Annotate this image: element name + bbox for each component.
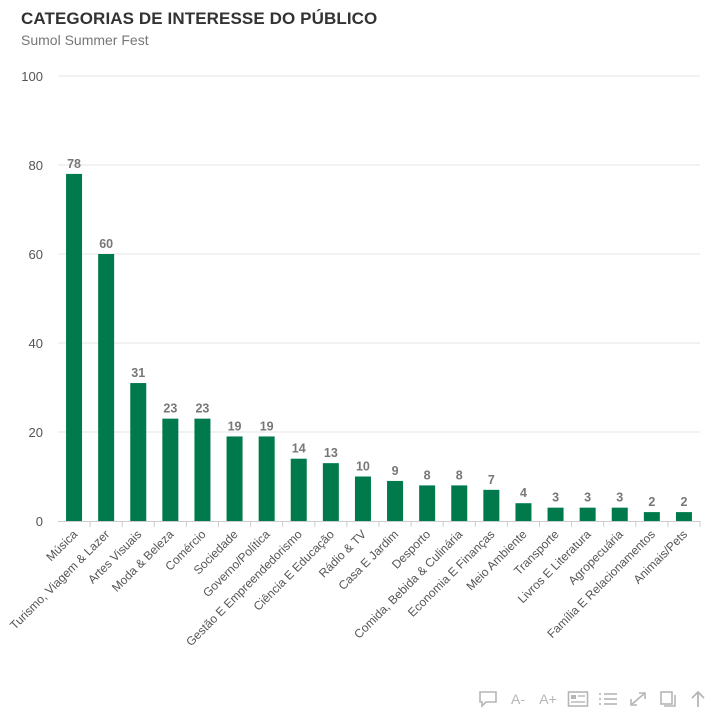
data-label: 31 bbox=[131, 366, 145, 380]
data-label: 60 bbox=[99, 237, 113, 251]
data-label: 4 bbox=[520, 486, 527, 500]
data-label: 78 bbox=[67, 157, 81, 171]
list-icon[interactable] bbox=[596, 687, 620, 711]
y-tick-label: 40 bbox=[29, 336, 43, 351]
bar bbox=[483, 489, 500, 521]
bar bbox=[419, 485, 436, 521]
data-label: 3 bbox=[584, 491, 591, 505]
comment-icon[interactable] bbox=[476, 687, 500, 711]
bar bbox=[226, 436, 243, 521]
data-label: 19 bbox=[260, 419, 274, 433]
bar bbox=[354, 476, 371, 521]
y-tick-label: 60 bbox=[29, 247, 43, 262]
bar bbox=[387, 480, 404, 521]
chart-title: CATEGORIAS DE INTERESSE DO PÚBLICO bbox=[21, 9, 378, 28]
bar bbox=[515, 503, 532, 521]
data-card-icon[interactable] bbox=[566, 687, 590, 711]
bar bbox=[579, 507, 596, 521]
scroll-top-icon[interactable] bbox=[686, 687, 710, 711]
expand-icon[interactable] bbox=[626, 687, 650, 711]
bar bbox=[322, 463, 339, 521]
font-increase-button[interactable]: A+ bbox=[539, 691, 557, 707]
bar bbox=[130, 383, 147, 521]
bar bbox=[547, 507, 564, 521]
copy-icon[interactable] bbox=[656, 687, 680, 711]
bar bbox=[162, 418, 179, 521]
bar bbox=[611, 507, 628, 521]
data-label: 13 bbox=[324, 446, 338, 460]
data-label: 19 bbox=[228, 419, 242, 433]
y-tick-label: 0 bbox=[36, 514, 43, 529]
y-tick-label: 80 bbox=[29, 158, 43, 173]
bar bbox=[194, 418, 211, 521]
bar bbox=[98, 254, 115, 521]
chart-subtitle: Sumol Summer Fest bbox=[21, 32, 149, 48]
font-decrease-button[interactable]: A- bbox=[511, 691, 525, 707]
data-label: 10 bbox=[356, 460, 370, 474]
data-label: 14 bbox=[292, 442, 306, 456]
bar bbox=[66, 173, 83, 521]
data-label: 3 bbox=[552, 491, 559, 505]
bar bbox=[258, 436, 275, 521]
bar bbox=[675, 512, 692, 521]
bar bbox=[451, 485, 468, 521]
y-tick-label: 20 bbox=[29, 425, 43, 440]
data-label: 2 bbox=[680, 495, 687, 509]
chart-toolbar: A- A+ bbox=[476, 686, 706, 712]
bar bbox=[643, 512, 660, 521]
y-tick-label: 100 bbox=[21, 69, 43, 84]
data-label: 23 bbox=[163, 402, 177, 416]
data-label: 8 bbox=[424, 468, 431, 482]
data-label: 9 bbox=[392, 464, 399, 478]
data-label: 2 bbox=[648, 495, 655, 509]
bar bbox=[290, 458, 307, 521]
data-label: 8 bbox=[456, 468, 463, 482]
data-label: 3 bbox=[616, 491, 623, 505]
data-label: 7 bbox=[488, 473, 495, 487]
data-label: 23 bbox=[195, 402, 209, 416]
